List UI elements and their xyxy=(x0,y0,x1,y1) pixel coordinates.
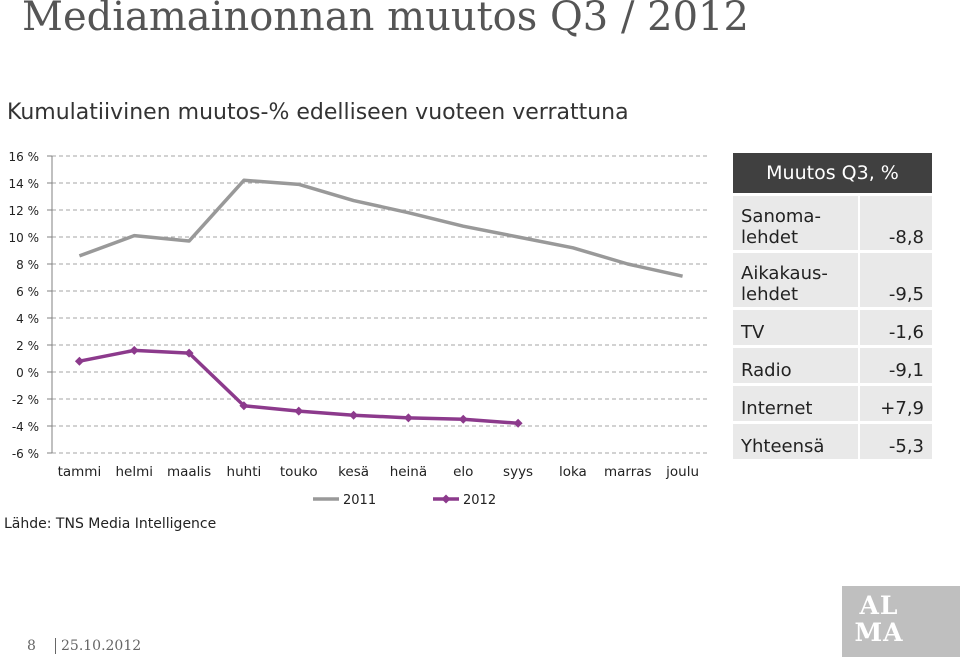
chart-series xyxy=(74,178,683,428)
table-row: Internet +7,9 xyxy=(733,383,932,423)
data-point xyxy=(239,401,249,411)
table-row-label: Yhteensä xyxy=(733,421,859,459)
data-point xyxy=(403,413,413,423)
line-chart: 16 % 14 % 12 % 10 % 8 % 6 % 4 % 2 % 0 % -2 % -4 % -… xyxy=(9,150,710,508)
table-row-label: Radio xyxy=(733,345,859,385)
x-tick-label: maalis xyxy=(167,464,211,480)
source-note: Lähde: TNS Media Intelligence xyxy=(4,516,217,532)
table-row-value: -9,5 xyxy=(857,250,932,309)
table-row-label: Internet xyxy=(733,383,859,423)
x-tick-label: elo xyxy=(453,464,473,480)
y-tick-label: 12 % xyxy=(9,204,40,218)
x-tick-label: tammi xyxy=(58,464,102,480)
x-axis: tammi helmi maalis huhti touko kesä heinä elo sy… xyxy=(58,464,699,480)
x-tick-label: joulu xyxy=(665,464,699,480)
y-tick-label: 0 % xyxy=(16,366,39,380)
x-tick-label: kesä xyxy=(338,464,369,480)
table-row: Yhteensä -5,3 xyxy=(733,421,932,459)
y-tick-label: -6 % xyxy=(12,447,39,461)
table-row-label: Sanoma-lehdet xyxy=(733,193,859,252)
x-tick-label: heinä xyxy=(390,464,427,480)
x-tick-label: syys xyxy=(503,464,533,480)
series-line-2011 xyxy=(78,178,683,278)
label-line-2: lehdet xyxy=(741,227,799,248)
table-row-label: TV xyxy=(733,307,859,347)
legend-label-2011: 2011 xyxy=(343,493,376,508)
legend-label-2012: 2012 xyxy=(463,493,496,508)
alma-logo: AL MA xyxy=(842,586,960,657)
label-line-2: lehdet xyxy=(741,284,799,305)
y-tick-label: 6 % xyxy=(16,285,39,299)
chart-legend: 2011 2012 xyxy=(313,493,496,508)
table-row-label: Aikakaus-lehdet xyxy=(733,250,859,309)
table-row-value: -9,1 xyxy=(857,345,932,385)
x-tick-label: marras xyxy=(604,464,652,480)
data-point xyxy=(294,406,304,416)
page-number: 8 xyxy=(27,638,36,654)
chart-subtitle: Kumulatiivinen muutos-% edelliseen vuote… xyxy=(7,100,629,125)
table-row: Aikakaus-lehdet -9,5 xyxy=(733,250,932,309)
y-axis: 16 % 14 % 12 % 10 % 8 % 6 % 4 % 2 % 0 % -2 % -4 % -… xyxy=(9,150,53,461)
table-row: TV -1,6 xyxy=(733,307,932,347)
y-tick-label: 8 % xyxy=(16,258,39,272)
data-point xyxy=(458,414,468,424)
page-title: Mediamainonnan muutos Q3 / 2012 xyxy=(22,0,749,40)
y-tick-label: -4 % xyxy=(12,420,39,434)
chart-gridlines xyxy=(52,155,710,454)
x-tick-label: huhti xyxy=(227,464,262,480)
table-row-value: -5,3 xyxy=(857,421,932,459)
y-tick-label: 10 % xyxy=(9,231,40,245)
summary-table-header: Muutos Q3, % xyxy=(733,153,932,195)
label-line-1: Aikakaus- xyxy=(741,263,828,284)
y-tick-label: 2 % xyxy=(16,339,39,353)
legend-marker xyxy=(441,494,451,504)
y-tick-label: 4 % xyxy=(16,312,39,326)
summary-table: Muutos Q3, % Sanoma-lehdet -8,8 Aikakaus… xyxy=(733,153,932,459)
data-point xyxy=(184,348,194,358)
data-point xyxy=(129,345,139,355)
x-tick-label: touko xyxy=(280,464,318,480)
x-tick-label: helmi xyxy=(115,464,153,480)
table-row-value: +7,9 xyxy=(857,383,932,423)
table-row: Radio -9,1 xyxy=(733,345,932,385)
table-row-value: -1,6 xyxy=(857,307,932,347)
table-row-value: -8,8 xyxy=(857,193,932,252)
y-tick-label: 14 % xyxy=(9,177,40,191)
y-tick-label: -2 % xyxy=(12,393,39,407)
label-line-1: Sanoma- xyxy=(741,206,821,227)
footer-date: 25.10.2012 xyxy=(61,638,142,654)
table-row: Sanoma-lehdet -8,8 xyxy=(733,193,932,252)
y-tick-label: 16 % xyxy=(9,150,40,164)
x-tick-label: loka xyxy=(559,464,587,480)
data-point xyxy=(74,356,84,366)
data-point xyxy=(513,418,523,428)
data-point xyxy=(349,410,359,420)
footer-divider xyxy=(55,638,56,654)
alma-logo-text: AL MA xyxy=(854,591,904,647)
